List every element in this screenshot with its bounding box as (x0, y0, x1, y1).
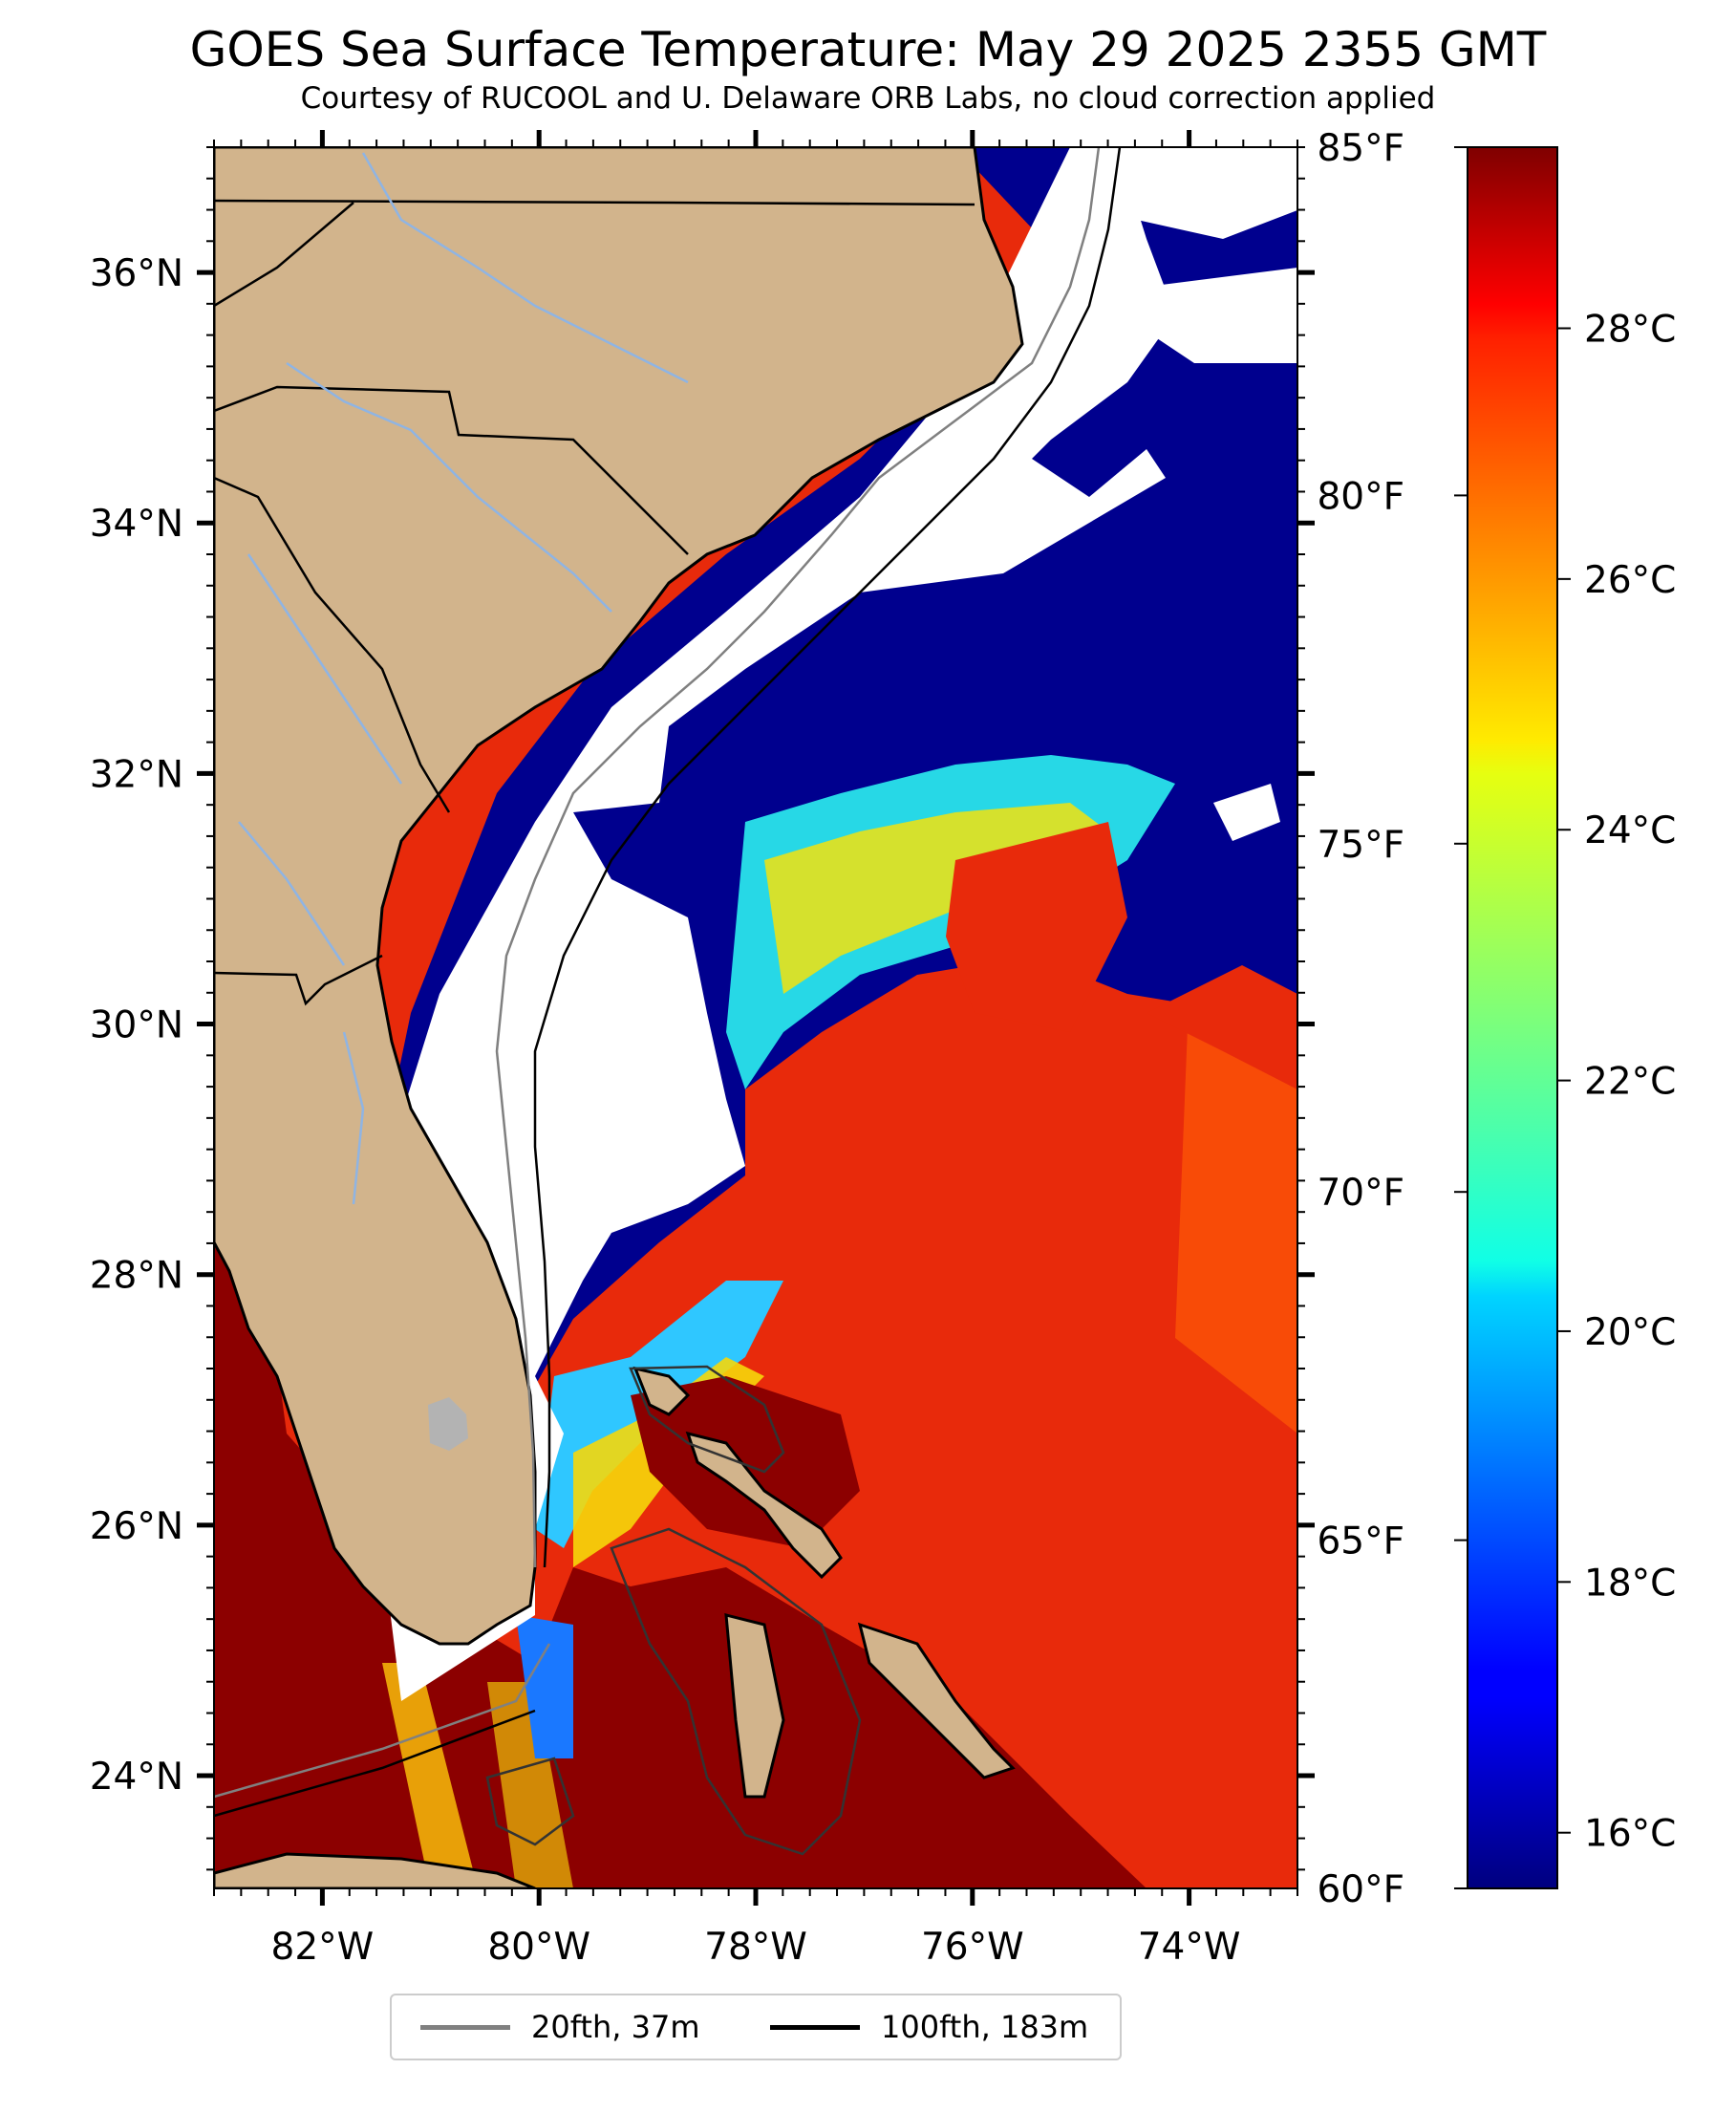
land-andros (724, 1613, 785, 1799)
lon-tick-label: 80°W (487, 1926, 590, 1969)
cbar-fahrenheit-label: 70°F (1317, 1172, 1404, 1215)
lon-tick-label: 76°W (921, 1926, 1024, 1969)
border-ga-fl (214, 954, 383, 1006)
contour-100fth (533, 147, 1122, 1568)
border-nc-sc (214, 385, 689, 555)
lat-tick-label: 26°N (90, 1505, 183, 1548)
legend-label-100fth: 100fth, 183m (881, 2009, 1089, 2045)
lat-tick-label: 24°N (90, 1756, 183, 1799)
contour-cay-sal-bank (485, 1757, 575, 1846)
contour-100fth-keys (214, 1709, 536, 1818)
lat-tick-label: 32°N (90, 753, 183, 796)
lake-okeechobee (428, 1397, 468, 1451)
minor-ticks (206, 140, 1305, 1896)
cbar-celsius-label: 20°C (1584, 1311, 1676, 1354)
colorbar-fahrenheit-ticks: 85°F 80°F 75°F 70°F 65°F 60°F (1317, 127, 1468, 1911)
chart-subtitle: Courtesy of RUCOOL and U. Delaware ORB L… (300, 81, 1436, 116)
contour-20fth (495, 147, 1101, 1568)
lon-tick-label: 82°W (271, 1926, 375, 1969)
cbar-fahrenheit-label: 65°F (1317, 1520, 1404, 1563)
contour-little-bahama-bank (629, 1365, 785, 1474)
cbar-celsius-label: 16°C (1584, 1813, 1676, 1856)
legend: 20fth, 37m 100fth, 183m (390, 1994, 1122, 2060)
border-tn-nc (214, 202, 354, 308)
cloud-mask-2 (1137, 268, 1297, 363)
map-area (214, 147, 1297, 1888)
legend-item-20fth: 20fth, 37m (420, 1995, 699, 2059)
lat-tick-label: 34°N (90, 503, 183, 546)
sst-warm-patch (1147, 965, 1297, 1089)
river-3 (246, 553, 403, 785)
land-cuba (214, 1852, 536, 1888)
lat-tick-label: 36°N (90, 252, 183, 295)
land-abaco (685, 1431, 843, 1580)
legend-line-100fth (770, 2024, 860, 2030)
lat-tick-label: 30°N (90, 1004, 183, 1047)
river-4 (238, 821, 346, 966)
lon-tick-label: 78°W (704, 1926, 807, 1969)
contour-great-bahama-bank (610, 1527, 862, 1856)
river-5 (342, 1031, 365, 1205)
cloud-mask-small (1213, 784, 1280, 841)
cbar-fahrenheit-label: 75°F (1317, 824, 1404, 867)
rivers (238, 152, 689, 1205)
chart-title: GOES Sea Surface Temperature: May 29 202… (189, 22, 1547, 77)
contour-20fth-keys (214, 1643, 551, 1799)
border-sc-ga (214, 476, 451, 813)
land-grand-bahama (632, 1366, 691, 1416)
border-va-nc (214, 199, 975, 206)
colorbar-celsius-ticks: 28°C 26°C 24°C 22°C 20°C 18°C 16°C (1557, 308, 1676, 1856)
sst-bahamas-bank-water (631, 1376, 860, 1548)
sst-warm-eddy (946, 822, 1127, 1032)
cbar-celsius-label: 22°C (1584, 1061, 1676, 1104)
colorbar (1467, 146, 1558, 1889)
cbar-celsius-label: 24°C (1584, 809, 1676, 852)
land-southeast-us (214, 147, 1024, 1646)
cbar-fahrenheit-label: 80°F (1317, 475, 1404, 518)
sst-streak-blue (516, 1615, 573, 1758)
cbar-fahrenheit-label: 85°F (1317, 127, 1404, 170)
river-1 (361, 152, 689, 384)
sst-streak-2 (487, 1682, 573, 1888)
cbar-celsius-label: 28°C (1584, 308, 1676, 351)
cloud-mask-1 (1089, 147, 1297, 239)
legend-item-100fth: 100fth, 183m (770, 1995, 1088, 2059)
cbar-celsius-label: 26°C (1584, 559, 1676, 602)
cloud-mask-shelf (363, 147, 1175, 1701)
legend-line-20fth (420, 2024, 510, 2030)
river-2 (286, 361, 612, 613)
lat-tick-label: 28°N (90, 1255, 183, 1298)
cbar-celsius-label: 18°C (1584, 1562, 1676, 1605)
legend-label-20fth: 20fth, 37m (531, 2009, 700, 2045)
sst-streak-1 (382, 1663, 478, 1888)
cbar-fahrenheit-label: 60°F (1317, 1868, 1404, 1911)
lon-tick-label: 74°W (1138, 1926, 1241, 1969)
land-eleuthera (857, 1622, 1016, 1779)
